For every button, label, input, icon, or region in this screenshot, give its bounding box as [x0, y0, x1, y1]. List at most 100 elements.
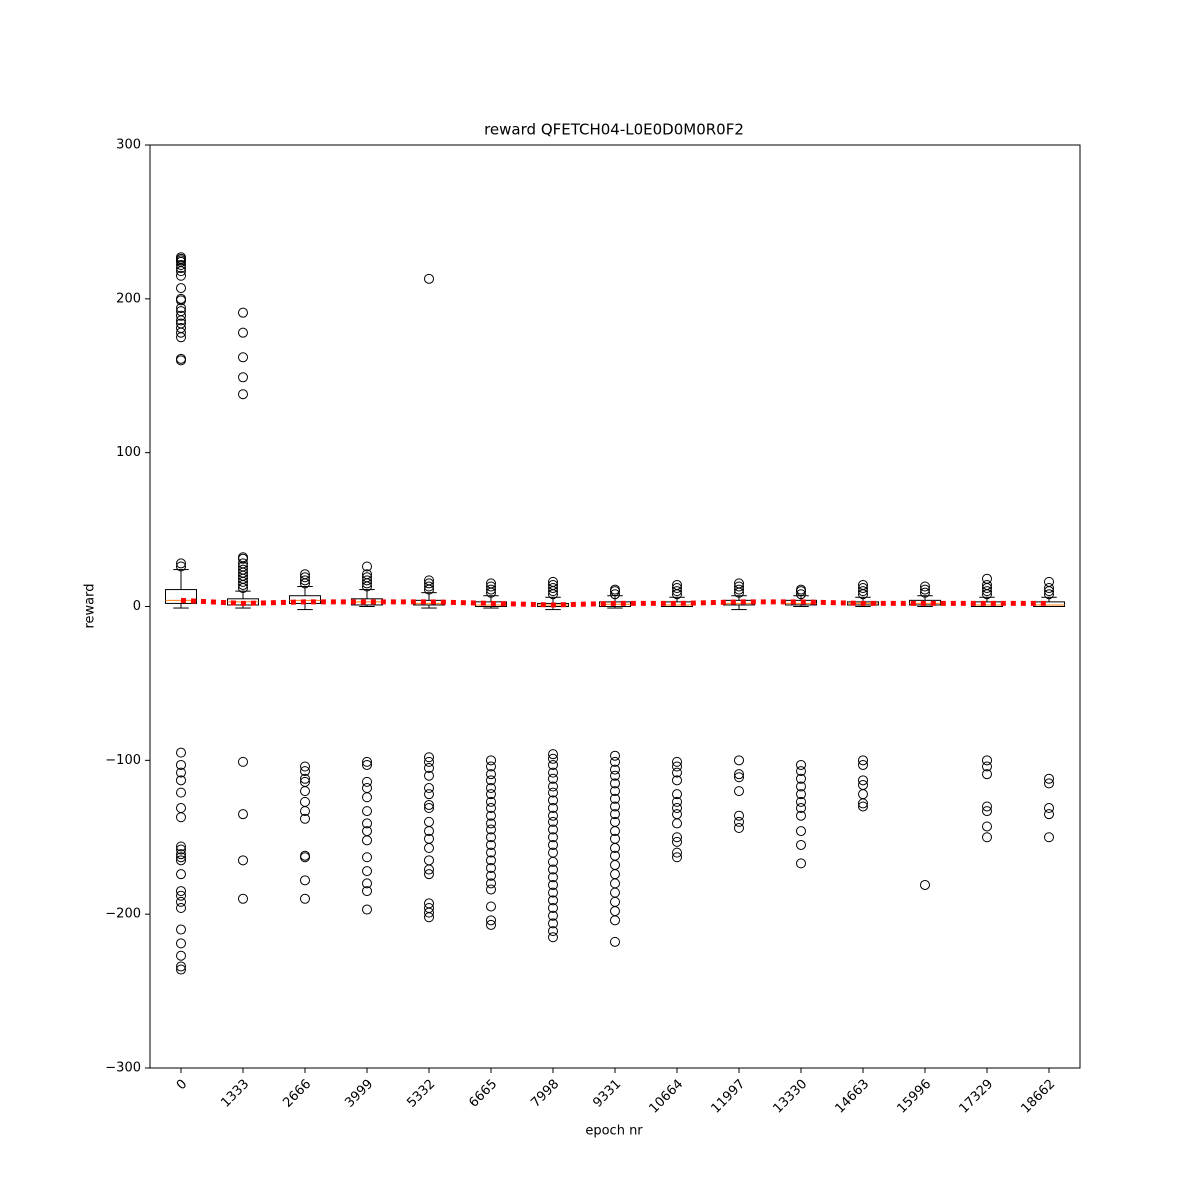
outlier: [362, 806, 372, 817]
outlier: [486, 839, 496, 850]
outlier: [796, 584, 806, 595]
outlier: [982, 755, 992, 766]
outlier: [362, 569, 372, 580]
outlier: [238, 307, 248, 318]
outlier: [548, 887, 558, 898]
outlier: [672, 761, 682, 772]
outlier: [610, 793, 620, 804]
outlier: [486, 755, 496, 766]
outlier: [424, 273, 434, 284]
outlier: [548, 839, 558, 850]
outlier: [176, 852, 186, 863]
outlier: [300, 852, 310, 863]
outlier: [982, 832, 992, 843]
outlier: [858, 586, 868, 597]
y-tick-label: −100: [105, 753, 141, 768]
outlier: [238, 372, 248, 383]
outlier: [548, 895, 558, 906]
outlier: [176, 812, 186, 823]
outlier: [548, 856, 558, 867]
outlier: [486, 824, 496, 835]
outlier: [176, 767, 186, 778]
outlier: [982, 573, 992, 584]
outlier: [176, 890, 186, 901]
outlier: [548, 767, 558, 778]
outlier: [672, 796, 682, 807]
outlier: [548, 864, 558, 875]
outlier: [486, 761, 496, 772]
outlier: [424, 578, 434, 589]
outlier: [424, 581, 434, 592]
outlier: [176, 869, 186, 880]
outlier: [548, 773, 558, 784]
outlier: [796, 766, 806, 777]
outlier: [1044, 589, 1054, 600]
outlier: [610, 843, 620, 854]
outlier: [486, 769, 496, 780]
outlier: [610, 778, 620, 789]
outlier: [1044, 832, 1054, 843]
outlier: [672, 847, 682, 858]
outlier: [362, 792, 372, 803]
outlier: [424, 864, 434, 875]
outlier: [486, 863, 496, 874]
outlier: [176, 252, 186, 263]
outlier: [610, 589, 620, 600]
outlier: [858, 759, 868, 770]
outlier: [672, 756, 682, 767]
outlier: [486, 901, 496, 912]
outlier: [548, 787, 558, 798]
outlier: [300, 773, 310, 784]
outlier: [548, 832, 558, 843]
outlier: [548, 824, 558, 835]
outlier: [176, 561, 186, 572]
outlier: [1044, 809, 1054, 820]
outlier: [982, 761, 992, 772]
outlier: [548, 918, 558, 929]
outlier: [424, 752, 434, 763]
outlier: [300, 893, 310, 904]
outlier: [734, 816, 744, 827]
outlier: [858, 583, 868, 594]
outlier: [486, 578, 496, 589]
outlier: [424, 869, 434, 880]
outlier: [796, 789, 806, 800]
outlier: [486, 884, 496, 895]
y-axis-label: reward: [83, 583, 98, 628]
outlier: [424, 799, 434, 810]
outlier: [362, 835, 372, 846]
outlier: [548, 749, 558, 760]
outlier: [424, 907, 434, 918]
plot-frame: [149, 144, 1081, 1069]
outlier: [548, 576, 558, 587]
outlier: [920, 584, 930, 595]
outlier: [424, 770, 434, 781]
outlier: [300, 569, 310, 580]
outlier: [610, 809, 620, 820]
outlier: [858, 775, 868, 786]
outlier: [176, 924, 186, 935]
outlier: [176, 306, 186, 317]
outlier: [486, 878, 496, 889]
outlier: [548, 816, 558, 827]
outlier: [238, 893, 248, 904]
outlier: [486, 775, 496, 786]
outlier: [362, 561, 372, 572]
outlier: [672, 583, 682, 594]
outlier: [176, 283, 186, 294]
outlier: [424, 826, 434, 837]
outlier: [920, 879, 930, 890]
outlier: [548, 803, 558, 814]
outlier: [362, 866, 372, 877]
outlier: [486, 818, 496, 829]
outlier: [362, 818, 372, 829]
outlier: [796, 796, 806, 807]
outlier: [548, 781, 558, 792]
outlier: [424, 756, 434, 767]
outlier: [176, 775, 186, 786]
outlier: [610, 826, 620, 837]
outlier: [796, 781, 806, 792]
